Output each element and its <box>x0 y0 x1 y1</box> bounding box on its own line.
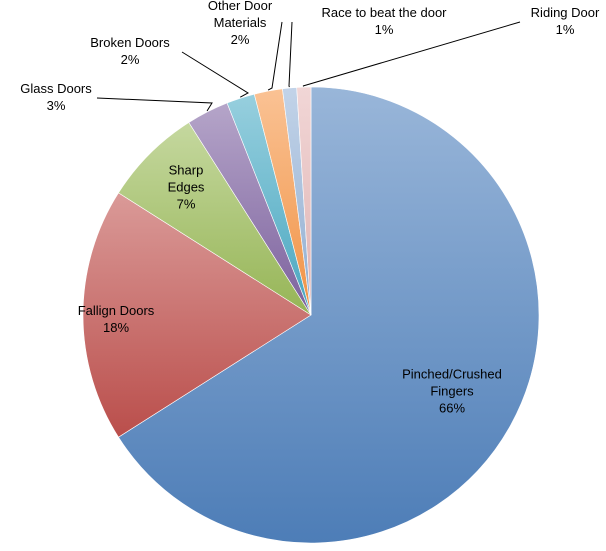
slice-category-label: Other Door <box>208 0 273 13</box>
slice-value-label: 66% <box>439 400 465 415</box>
slice-value-label: 2% <box>121 52 140 67</box>
leader-line-glass-doors <box>96 97 213 112</box>
slice-category-label: Edges <box>168 179 205 194</box>
slice-category-label: Pinched/Crushed <box>402 366 502 381</box>
slice-label-pinched-crushed-fingers: Pinched/Crushed Fingers 66% <box>402 366 502 415</box>
slice-label-broken-doors: Broken Doors 2% <box>90 35 170 67</box>
slice-category-label: Fingers <box>430 383 474 398</box>
leader-line-riding-door <box>302 21 521 87</box>
slice-label-race-to-beat-the-door: Race to beat the door 1% <box>321 5 447 37</box>
slice-category-label: Broken Doors <box>90 35 170 50</box>
slice-labels: Pinched/Crushed Fingers 66% Fallign Doors 18… <box>20 0 600 415</box>
slice-value-label: 7% <box>177 196 196 211</box>
slice-value-label: 18% <box>103 320 129 335</box>
pie-slice-pinched-crushed-fingers <box>118 86 540 544</box>
leader-lines <box>96 21 521 112</box>
slice-label-glass-doors: Glass Doors 3% <box>20 81 92 113</box>
slice-category-label: Riding Door <box>531 5 600 20</box>
slice-value-label: 1% <box>375 22 394 37</box>
slice-value-label: 2% <box>231 32 250 47</box>
slice-label-riding-door: Riding Door 1% <box>531 5 600 37</box>
slice-category-label: Sharp <box>169 162 204 177</box>
slice-value-label: 3% <box>47 98 66 113</box>
leader-line-race-to-beat-the-door <box>288 21 293 88</box>
slice-category-label: Materials <box>214 15 267 30</box>
leader-line-broken-doors <box>181 51 249 98</box>
slice-label-fallign-doors: Fallign Doors 18% <box>78 303 155 335</box>
slice-category-label: Fallign Doors <box>78 303 155 318</box>
slice-value-label: 1% <box>556 22 575 37</box>
slice-label-other-door-materials: Other Door Materials 2% <box>208 0 273 47</box>
pie-slice-riding-door <box>296 86 312 316</box>
pie-slice-fallign-doors <box>82 192 312 438</box>
slice-label-sharp-edges: Sharp Edges 7% <box>168 162 205 211</box>
slice-category-label: Race to beat the door <box>321 5 447 20</box>
slice-category-label: Glass Doors <box>20 81 92 96</box>
pie-slices <box>82 86 540 544</box>
leader-line-other-door-materials <box>267 21 283 91</box>
